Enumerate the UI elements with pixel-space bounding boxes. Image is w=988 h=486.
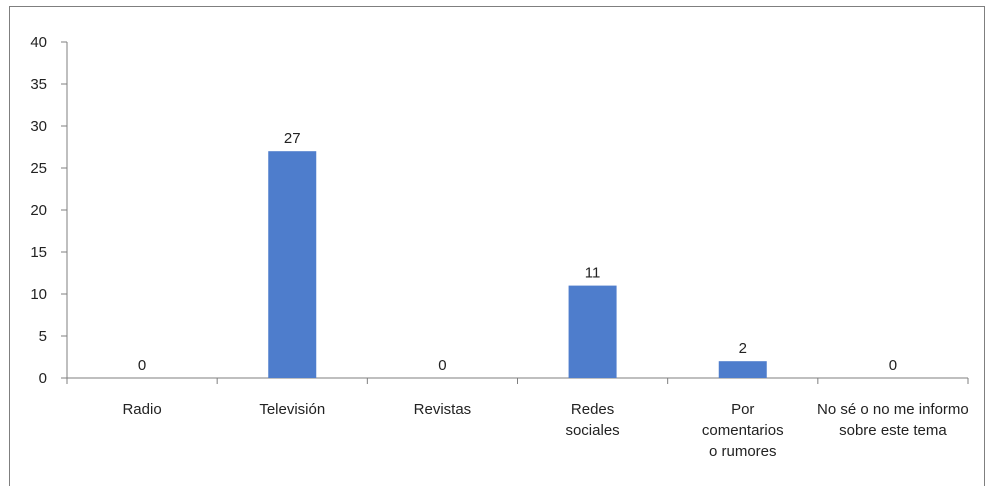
data-label: 27 xyxy=(284,130,301,147)
category-label: Revistas xyxy=(414,401,472,418)
category-label: Redes sociales xyxy=(565,401,619,439)
data-label: 11 xyxy=(585,265,601,282)
category-label-line: Redes xyxy=(571,401,614,418)
category-label-line: Televisión xyxy=(259,401,325,418)
category-label-line: o rumores xyxy=(709,443,777,460)
y-tick-label: 15 xyxy=(30,244,47,261)
category-label-line: comentarios xyxy=(702,422,784,439)
category-label-line: Revistas xyxy=(414,401,472,418)
data-label: 0 xyxy=(138,357,146,374)
y-tick-label: 10 xyxy=(30,286,47,303)
bar xyxy=(268,151,317,378)
category-label-line: sociales xyxy=(565,422,619,439)
bars xyxy=(268,151,767,378)
category-label: Televisión xyxy=(259,401,325,418)
y-tick-label: 5 xyxy=(39,328,47,345)
category-label-line: sobre este tema xyxy=(839,422,947,439)
category-label-line: Radio xyxy=(122,401,161,418)
y-tick-label: 35 xyxy=(30,76,47,93)
data-label: 2 xyxy=(739,340,747,357)
chart-frame xyxy=(9,6,985,486)
category-label: Radio xyxy=(122,401,161,418)
y-tick-label: 0 xyxy=(39,370,47,387)
category-label-line: No sé o no me informo xyxy=(817,401,969,418)
axes xyxy=(61,41,969,384)
y-tick-label: 25 xyxy=(30,160,47,177)
bar xyxy=(568,285,617,378)
data-label: 0 xyxy=(438,357,446,374)
y-tick-label: 20 xyxy=(30,202,47,219)
category-label: No sé o no me informo sobre este tema xyxy=(817,401,969,439)
category-label-line: Por xyxy=(731,401,754,418)
category-label: Por comentarios o rumores xyxy=(702,401,784,460)
y-tick-label: 30 xyxy=(30,118,47,135)
data-label: 0 xyxy=(889,357,897,374)
y-tick-label: 40 xyxy=(30,34,47,51)
bar xyxy=(718,361,767,378)
labels: 05101520253035400Radio27Televisión0Revis… xyxy=(30,34,968,460)
